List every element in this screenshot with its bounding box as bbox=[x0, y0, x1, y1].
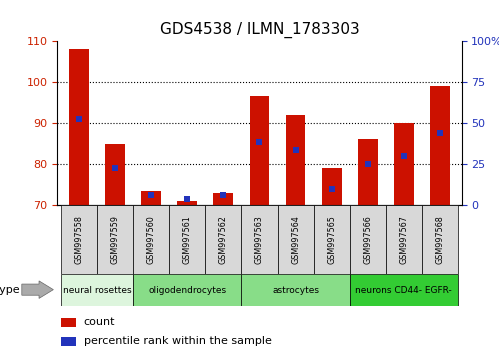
Bar bbox=[214, 193, 234, 205]
Text: GSM997560: GSM997560 bbox=[147, 216, 156, 264]
Bar bbox=[386, 205, 422, 274]
Bar bbox=[133, 274, 242, 306]
Bar bbox=[97, 205, 133, 274]
Text: GSM997565: GSM997565 bbox=[327, 215, 336, 264]
Bar bbox=[242, 274, 350, 306]
Bar bbox=[422, 205, 458, 274]
Bar bbox=[313, 205, 350, 274]
Bar bbox=[277, 205, 313, 274]
Bar bbox=[61, 274, 133, 306]
Text: GSM997566: GSM997566 bbox=[363, 216, 372, 264]
Bar bbox=[169, 205, 206, 274]
Bar bbox=[285, 115, 305, 205]
Text: neural rosettes: neural rosettes bbox=[63, 286, 131, 295]
Bar bbox=[61, 337, 75, 346]
Bar bbox=[430, 86, 450, 205]
Text: GSM997562: GSM997562 bbox=[219, 215, 228, 264]
Text: GSM997559: GSM997559 bbox=[111, 215, 120, 264]
Text: GSM997564: GSM997564 bbox=[291, 216, 300, 264]
Text: cell type: cell type bbox=[0, 285, 20, 295]
Bar bbox=[394, 123, 414, 205]
Text: percentile rank within the sample: percentile rank within the sample bbox=[84, 336, 271, 346]
Bar bbox=[350, 205, 386, 274]
Text: astrocytes: astrocytes bbox=[272, 286, 319, 295]
Text: GSM997563: GSM997563 bbox=[255, 216, 264, 264]
Text: count: count bbox=[84, 317, 115, 327]
Bar bbox=[69, 49, 89, 205]
Bar bbox=[133, 205, 169, 274]
Bar bbox=[105, 144, 125, 205]
Text: neurons CD44- EGFR-: neurons CD44- EGFR- bbox=[355, 286, 452, 295]
Bar bbox=[61, 318, 75, 327]
Bar bbox=[322, 168, 342, 205]
Bar bbox=[350, 274, 458, 306]
Text: oligodendrocytes: oligodendrocytes bbox=[148, 286, 227, 295]
Bar bbox=[177, 201, 197, 205]
Text: GSM997568: GSM997568 bbox=[436, 216, 445, 264]
Title: GDS4538 / ILMN_1783303: GDS4538 / ILMN_1783303 bbox=[160, 22, 359, 38]
Text: GSM997567: GSM997567 bbox=[399, 215, 408, 264]
Bar bbox=[206, 205, 242, 274]
Bar bbox=[141, 191, 161, 205]
Bar bbox=[358, 139, 378, 205]
Bar bbox=[61, 205, 97, 274]
FancyArrow shape bbox=[22, 281, 53, 298]
Text: GSM997558: GSM997558 bbox=[74, 215, 83, 264]
Text: GSM997561: GSM997561 bbox=[183, 216, 192, 264]
Bar bbox=[242, 205, 277, 274]
Bar bbox=[250, 96, 269, 205]
